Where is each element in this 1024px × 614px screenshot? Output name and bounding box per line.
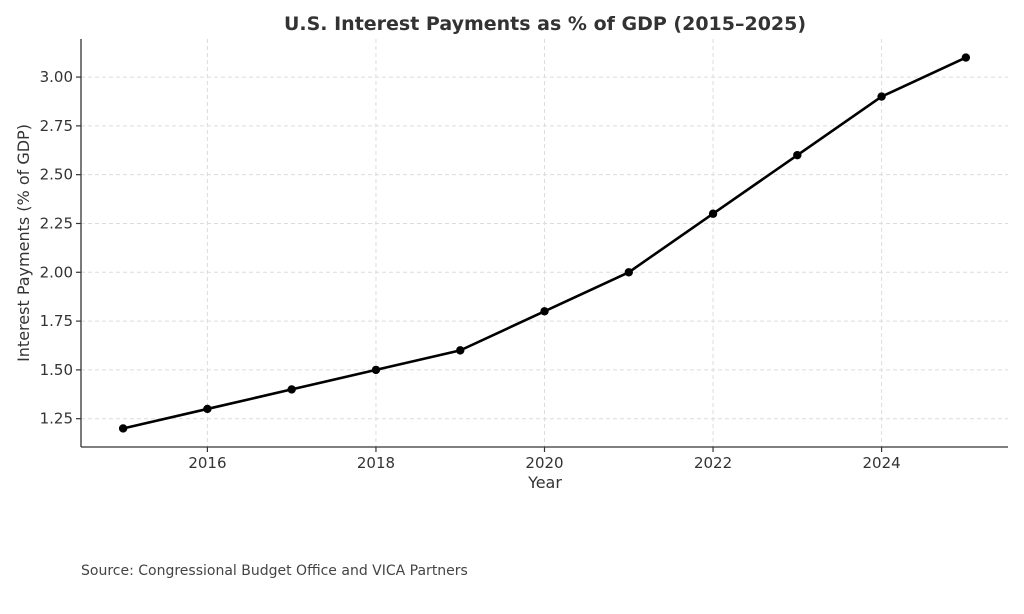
x-tick-label: 2022 — [694, 454, 732, 472]
data-point — [708, 209, 718, 218]
x-tick-label: 2016 — [188, 454, 226, 472]
y-tick-label: 1.75 — [40, 312, 73, 330]
x-tick-label: 2020 — [525, 454, 563, 472]
data-point — [118, 424, 128, 433]
data-point — [371, 365, 381, 375]
x-tick-label: 2018 — [357, 454, 395, 472]
y-axis-label: Interest Payments (% of GDP) — [14, 124, 33, 362]
x-axis-label: Year — [527, 473, 562, 492]
data-point — [793, 150, 802, 160]
data-point — [624, 268, 633, 277]
data-point — [877, 92, 886, 101]
y-tick-label: 2.00 — [40, 263, 73, 281]
x-tick-label: 2024 — [862, 454, 900, 472]
y-tick-label: 2.75 — [40, 117, 73, 135]
y-tick-label: 3.00 — [40, 68, 73, 86]
series — [118, 53, 971, 433]
y-tick-label: 1.25 — [40, 410, 73, 428]
data-point — [540, 307, 549, 316]
data-point — [287, 385, 296, 394]
source-note: Source: Congressional Budget Office and … — [81, 563, 468, 579]
y-tick-label: 2.25 — [40, 214, 73, 232]
y-tick-label: 2.50 — [40, 166, 73, 184]
data-point — [961, 53, 971, 62]
grid — [81, 39, 1008, 447]
data-point — [203, 404, 212, 414]
data-point — [456, 346, 465, 355]
chart-title: U.S. Interest Payments as % of GDP (2015… — [284, 13, 806, 35]
axes: 2016 2018 2020 2022 2024 1.25 1.50 1.75 2.00 2.25… — [40, 39, 1008, 472]
y-tick-label: 1.50 — [40, 361, 73, 379]
